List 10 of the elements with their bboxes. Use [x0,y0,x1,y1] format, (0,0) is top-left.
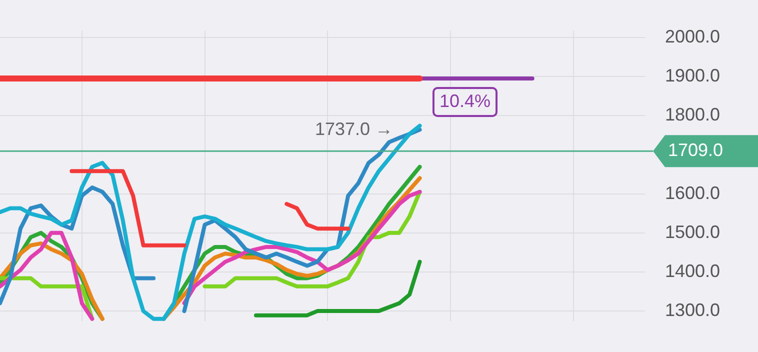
y-tick-label: 1500.0 [665,222,720,242]
y-tick-label: 1800.0 [665,104,720,125]
annotation: 1737.0 → [314,118,393,139]
annotation: 10.4% [439,90,491,111]
y-tick-label: 1600.0 [665,182,720,203]
y-tick-label: 1900.0 [665,66,720,86]
ref-line-label: 1709.0 [668,140,724,160]
y-tick-label: 1400.0 [665,260,720,281]
y-tick-label: 1300.0 [665,300,720,320]
y-tick-label: 2000.0 [665,26,720,46]
